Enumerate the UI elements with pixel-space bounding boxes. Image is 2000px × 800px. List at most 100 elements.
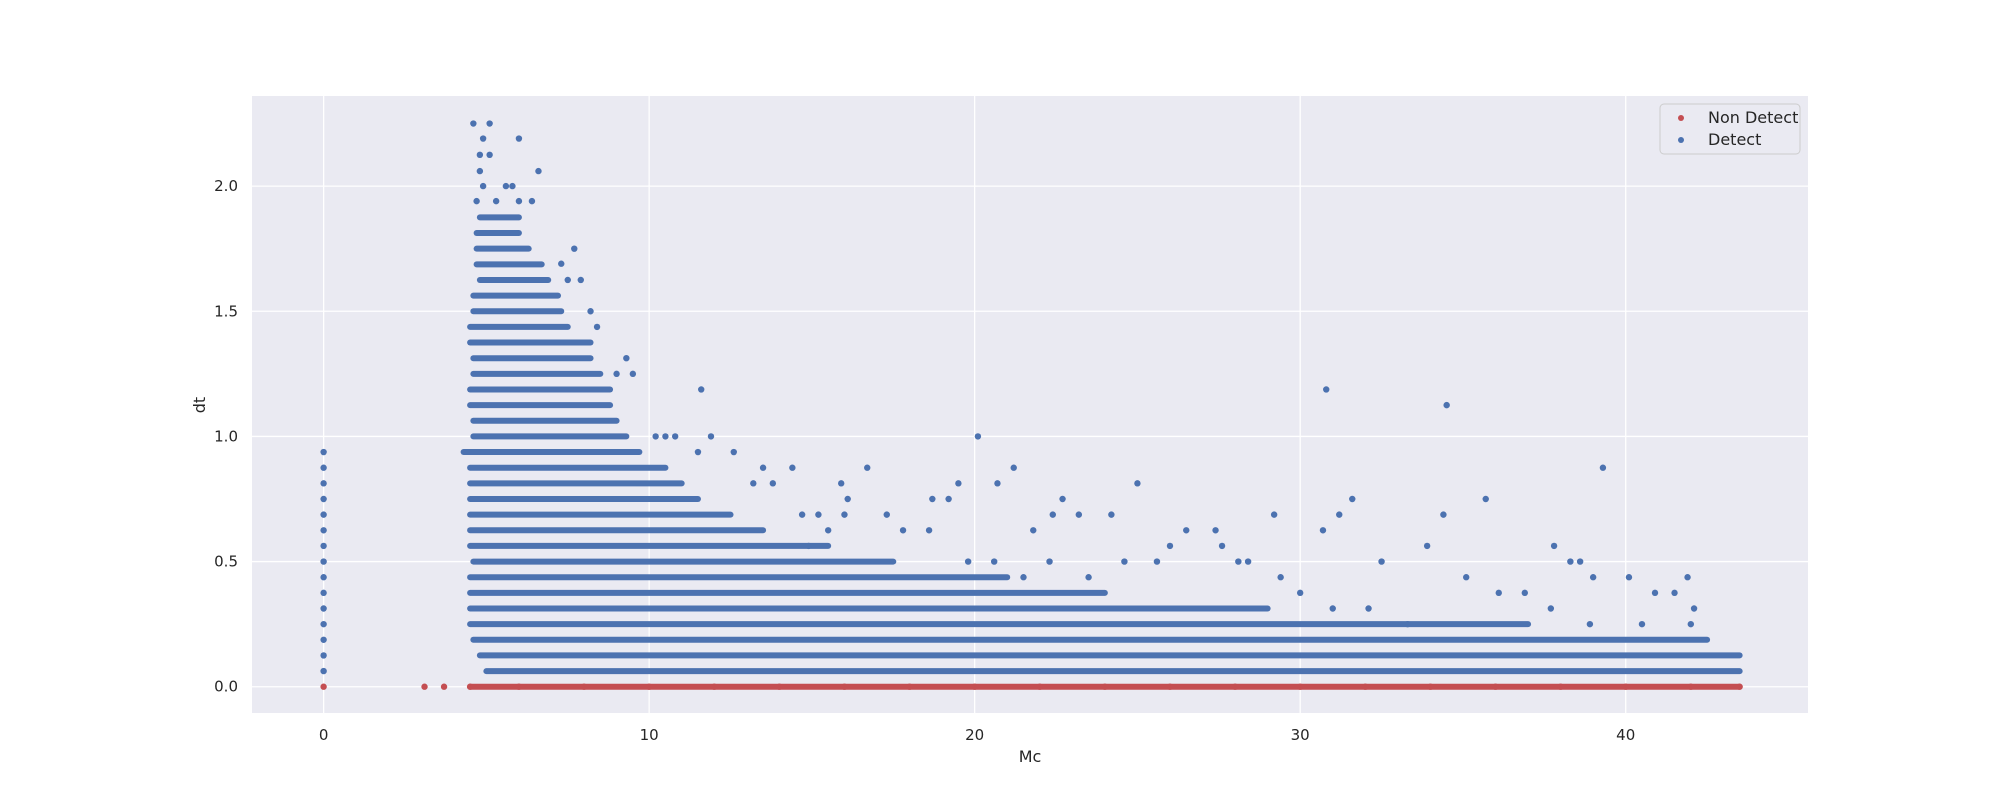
x-tick-label: 30: [1291, 726, 1310, 744]
detect-point: [1075, 511, 1083, 518]
detect-point: [694, 448, 702, 456]
detect-point: [515, 135, 523, 142]
detect-point: [974, 433, 982, 440]
legend-box: [1659, 103, 1801, 155]
detect-point: [945, 495, 952, 503]
detect-point: [1270, 511, 1278, 518]
detect-point: [1495, 589, 1502, 597]
detect-point: [994, 480, 1001, 487]
detect-point: [535, 167, 542, 175]
detect-point: [1423, 542, 1431, 550]
detect-point: [990, 558, 998, 565]
detect-point: [1059, 495, 1066, 503]
detect-point: [502, 182, 510, 190]
detect-point: [320, 542, 327, 550]
non-detect-point: [515, 683, 523, 690]
detect-point: [750, 480, 757, 487]
legend-marker-detect: [1678, 137, 1684, 143]
non-detect-point: [1622, 683, 1629, 690]
detect-point: [1463, 574, 1470, 581]
detect-point: [798, 511, 806, 518]
non-detect-point: [1492, 683, 1499, 690]
detect-point: [473, 197, 480, 205]
non-detect-point: [1166, 683, 1174, 690]
detect-point: [486, 151, 493, 159]
non-detect-point: [1557, 683, 1564, 690]
detect-point: [925, 527, 933, 534]
detect-point: [1010, 464, 1017, 471]
detect-point: [1576, 558, 1584, 565]
detect-point: [662, 433, 669, 440]
detect-point: [964, 558, 972, 565]
detect-point: [486, 120, 493, 127]
detect-point: [1521, 589, 1528, 597]
detect-point: [1046, 558, 1053, 565]
non-detect-point: [776, 683, 783, 690]
detect-point: [1218, 542, 1226, 550]
detect-point: [1690, 605, 1698, 612]
non-detect-point: [440, 683, 448, 690]
detect-point: [1166, 542, 1174, 550]
ticks: 0 10 20 30 40 0.0 0.5 1.0 1.5 2.0: [214, 177, 1635, 744]
detect-point: [1212, 527, 1219, 534]
non-detect-point: [1736, 683, 1743, 690]
detect-point: [759, 464, 767, 471]
detect-point: [577, 276, 584, 284]
detect-point: [730, 448, 737, 456]
non-detect-point: [711, 683, 718, 690]
detect-point: [671, 433, 679, 440]
detect-point: [1404, 620, 1411, 628]
detect-point: [320, 667, 327, 675]
detect-point: [1547, 605, 1555, 612]
y-axis-label: dt: [190, 397, 209, 413]
detect-point: [789, 464, 796, 471]
x-tick-label: 0: [319, 726, 329, 744]
detect-point: [864, 464, 871, 471]
detect-point: [629, 370, 637, 378]
detect-point: [1030, 527, 1037, 534]
detect-point: [1153, 558, 1161, 565]
detect-point: [509, 182, 516, 190]
detect-point: [1443, 401, 1450, 409]
detect-point: [1684, 574, 1691, 581]
y-tick-label: 1.0: [214, 427, 238, 445]
non-detect-point: [1687, 683, 1695, 690]
x-tick-label: 20: [965, 726, 984, 744]
detect-point: [824, 527, 832, 534]
detect-point: [1183, 527, 1190, 534]
detect-point: [1336, 511, 1343, 518]
detect-point: [1319, 527, 1327, 534]
detect-point: [837, 480, 845, 487]
detect-point: [571, 245, 578, 252]
detect-point: [1378, 558, 1385, 565]
detect-point: [652, 433, 659, 440]
non-detect-point: [580, 683, 588, 690]
detect-point: [1085, 574, 1092, 581]
detect-point: [320, 480, 327, 487]
non-detect-point: [466, 683, 474, 690]
detect-point: [955, 480, 962, 487]
detect-point: [476, 151, 484, 159]
detect-point: [1108, 511, 1115, 518]
detect-point: [476, 167, 484, 175]
non-detect-point: [1101, 683, 1109, 690]
non-detect-point: [1036, 683, 1043, 690]
detect-point: [769, 480, 777, 487]
detect-point: [1550, 542, 1558, 550]
non-detect-point: [1296, 683, 1304, 690]
legend: Non Detect Detect: [1659, 103, 1801, 155]
y-tick-label: 1.5: [214, 302, 238, 320]
detect-point: [470, 120, 477, 127]
legend-label-non-detect: Non Detect: [1708, 108, 1798, 127]
detect-point: [320, 558, 327, 565]
detect-point: [1134, 480, 1141, 487]
scatter-points: [320, 120, 1743, 690]
detect-point: [1329, 605, 1336, 612]
detect-point: [320, 652, 327, 659]
detect-point: [320, 589, 327, 597]
detect-point: [1049, 511, 1056, 518]
detect-point: [1651, 589, 1659, 597]
detect-point: [815, 511, 822, 518]
detect-point: [320, 620, 327, 628]
detect-point: [479, 182, 487, 190]
